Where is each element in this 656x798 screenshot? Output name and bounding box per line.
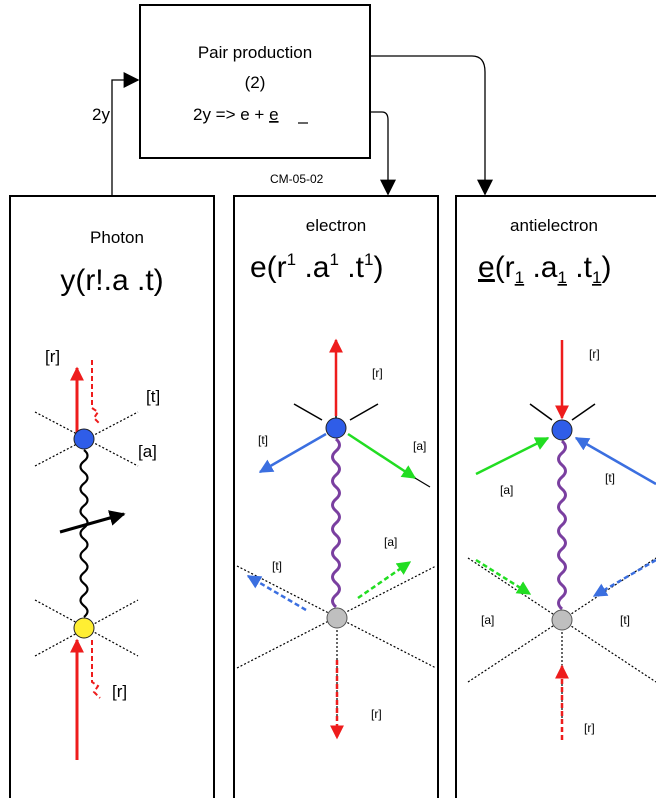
process-equation: 2y => e + e [193, 105, 279, 124]
electron-connector [370, 111, 396, 196]
electron-a-out-arrow [347, 432, 417, 480]
antielectron-t-out-dashed [592, 558, 656, 598]
electron-wavy-line [331, 437, 341, 609]
antielectron-panel: antielectron e(r1 .a1 .t1) [r] [a] [t] [… [455, 195, 656, 798]
antielectron-formula: e(r1 .a1 .t1) [478, 251, 611, 287]
antielectron-top-node [551, 419, 573, 441]
antielectron-label-a-top: [a] [500, 483, 513, 497]
antielectron-bottom-node [551, 609, 573, 631]
process-number: (2) [245, 73, 266, 92]
photon-panel-frame [9, 195, 215, 798]
antielectron-panel-frame [455, 195, 656, 798]
equation-main: 2y => e + [193, 105, 269, 124]
pair-production-box: Pair production (2) 2y => e + e [139, 4, 371, 159]
electron-title: electron [306, 216, 366, 235]
photon-title: Photon [90, 228, 144, 247]
antielectron-a-in-arrow [475, 436, 550, 476]
photon-label-t: [t] [146, 387, 160, 406]
code-label: CM-05-02 [270, 172, 324, 186]
electron-label-t-top: [t] [258, 433, 268, 447]
electron-formula: e(r1 .a1 .t1) [250, 250, 383, 284]
antielectron-t-in-arrow [574, 436, 656, 486]
input-connector [111, 72, 140, 196]
photon-top-node [73, 428, 95, 450]
photon-bottom-r-dashed [91, 640, 101, 699]
antielectron-title: antielectron [510, 216, 598, 235]
electron-a-in-dashed [357, 560, 412, 600]
antielectron-connector [370, 55, 493, 196]
antielectron-top-vertex-spikes [529, 403, 596, 421]
electron-label-t-mid: [t] [272, 559, 282, 573]
photon-label-r-top: [r] [45, 347, 60, 366]
antielectron-label-t-mid: [t] [620, 613, 630, 627]
electron-top-node [325, 417, 347, 439]
electron-label-r-bottom: [r] [371, 707, 382, 721]
equation-underlined-e: e [269, 105, 278, 124]
photon-wavy-line [79, 449, 89, 618]
antielectron-label-r-top: [r] [589, 347, 600, 361]
electron-a-tail [414, 477, 431, 488]
photon-formula: y(r!.a .t) [60, 264, 163, 297]
process-title: Pair production [198, 43, 312, 62]
antielectron-a-out-dashed [475, 558, 532, 596]
electron-label-r-top: [r] [372, 366, 383, 380]
antielectron-label-t-top: [t] [605, 471, 615, 485]
antielectron-label-a-mid: [a] [481, 613, 494, 627]
photon-top-vertex-lines [34, 411, 139, 467]
antielectron-wavy-line [557, 439, 567, 611]
electron-label-a-top: [a] [413, 439, 426, 453]
electron-bottom-node [326, 607, 348, 629]
photon-top-r-dashed [91, 360, 101, 425]
electron-t-out-arrow [258, 432, 327, 474]
electron-panel: electron e(r1 .a1 .t1) [r] [t] [a] [a [233, 195, 439, 798]
antielectron-label-r-bottom: [r] [584, 721, 595, 735]
electron-label-a-mid: [a] [384, 535, 397, 549]
photon-propagation-arrow [59, 510, 126, 534]
photon-bottom-vertex-lines [34, 599, 139, 657]
photon-label-r-bottom: [r] [112, 682, 127, 701]
input-label: 2y [92, 105, 110, 124]
electron-bottom-vertex-lines [236, 565, 437, 716]
photon-bottom-node [73, 617, 95, 639]
photon-panel: Photon y(r!.a .t) [r] [t] [a] [r] [9, 195, 215, 798]
electron-t-in-dashed [246, 574, 307, 612]
photon-label-a: [a] [138, 442, 157, 461]
